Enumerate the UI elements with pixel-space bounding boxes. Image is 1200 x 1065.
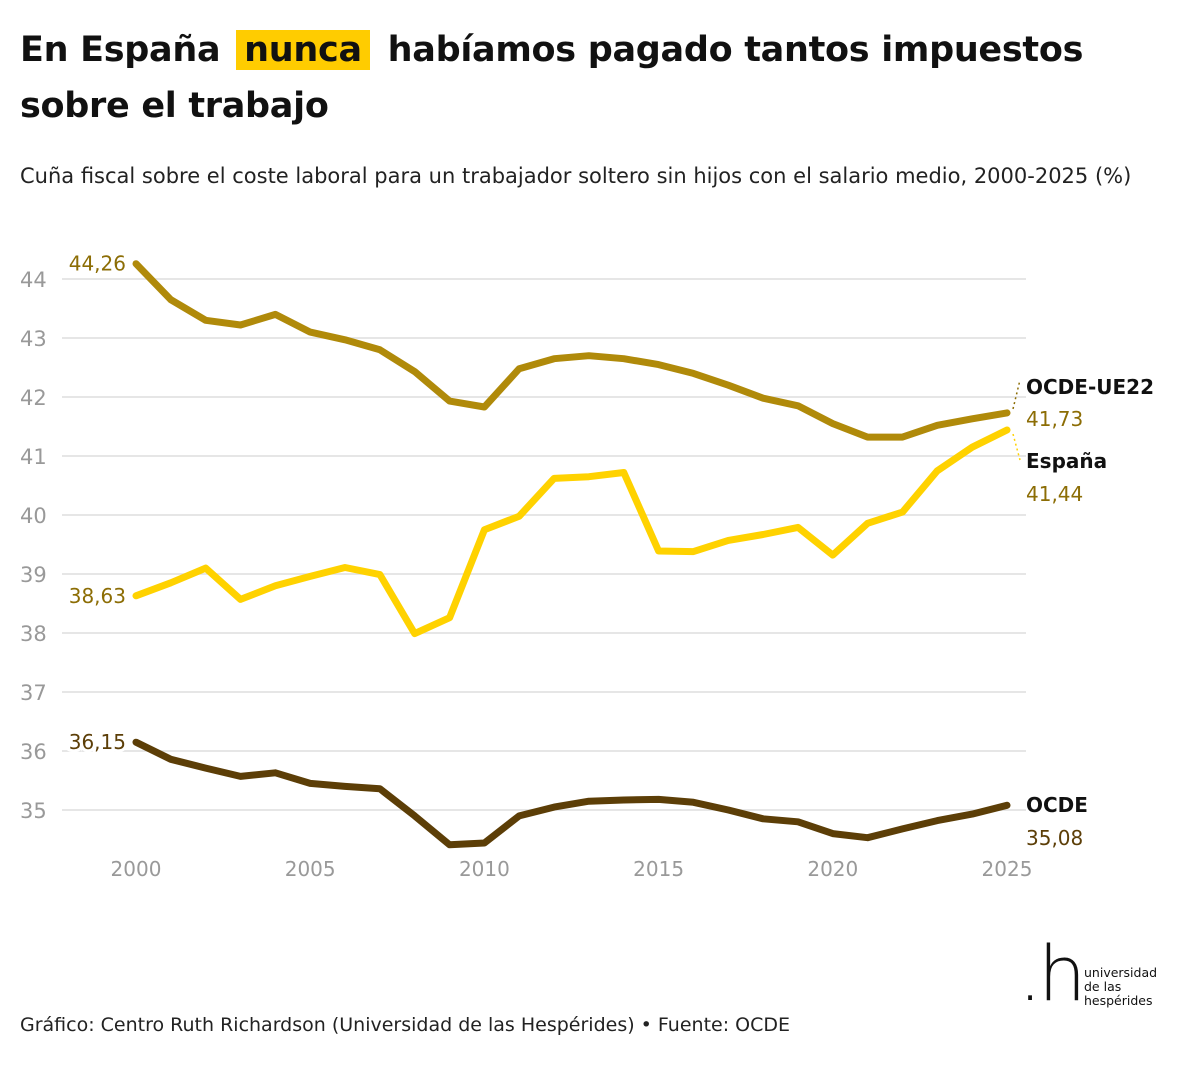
x-tick-label: 2015: [633, 857, 684, 881]
series-name-label: OCDE: [1026, 793, 1088, 817]
logo-line: universidad: [1084, 965, 1158, 980]
start-value-label: 38,63: [69, 584, 126, 608]
end-value-label: 41,73: [1026, 407, 1083, 431]
end-value-label: 41,44: [1026, 482, 1083, 506]
title-highlight: nunca: [236, 30, 370, 70]
y-tick-label: 40: [20, 504, 47, 528]
start-value-label: 36,15: [69, 730, 126, 754]
logo-text: universidad de las hespérides: [1084, 966, 1157, 1008]
x-tick-label: 2020: [807, 857, 858, 881]
university-logo: .h universidad de las hespérides: [1018, 929, 1178, 1018]
y-tick-label: 36: [20, 740, 47, 764]
title-start: En España: [20, 30, 221, 70]
logo-line: hespérides: [1084, 993, 1153, 1008]
series-name-label: España: [1026, 449, 1107, 473]
y-tick-label: 43: [20, 327, 47, 351]
source-footer: Gráfico: Centro Ruth Richardson (Univers…: [20, 1014, 791, 1036]
x-tick-label: 2000: [111, 857, 162, 881]
series-line-espana: [132, 426, 1011, 638]
y-tick-label: 44: [20, 268, 47, 292]
chart-subtitle: Cuña fiscal sobre el coste laboral para …: [20, 164, 1132, 188]
logo-mark: .h: [1018, 929, 1086, 1018]
y-tick-label: 42: [20, 386, 47, 410]
line-chart: 35 36 37 38 39 40 41 42 43 44 2000 2005 2010 2015 2020…: [20, 251, 1154, 881]
leader-line: [1012, 379, 1021, 410]
series-line-ocde: [132, 738, 1011, 849]
y-tick-label: 41: [20, 445, 47, 469]
series-name-label: OCDE-UE22: [1026, 375, 1154, 399]
x-tick-label: 2010: [459, 857, 510, 881]
y-tick-label: 39: [20, 563, 47, 587]
series-line-ocde_ue22: [132, 260, 1011, 441]
logo-line: de las: [1084, 979, 1122, 994]
y-tick-label: 37: [20, 681, 47, 705]
y-tick-label: 35: [20, 799, 47, 823]
title-end: habíamos pagado tantos impuestos sobre e…: [20, 30, 1084, 126]
chart-title: En España nunca habíamos pagado tantos i…: [20, 22, 1190, 134]
x-tick-label: 2025: [982, 857, 1033, 881]
x-tick-label: 2005: [285, 857, 336, 881]
y-tick-label: 38: [20, 622, 47, 646]
start-value-label: 44,26: [69, 252, 126, 276]
end-value-label: 35,08: [1026, 826, 1083, 850]
